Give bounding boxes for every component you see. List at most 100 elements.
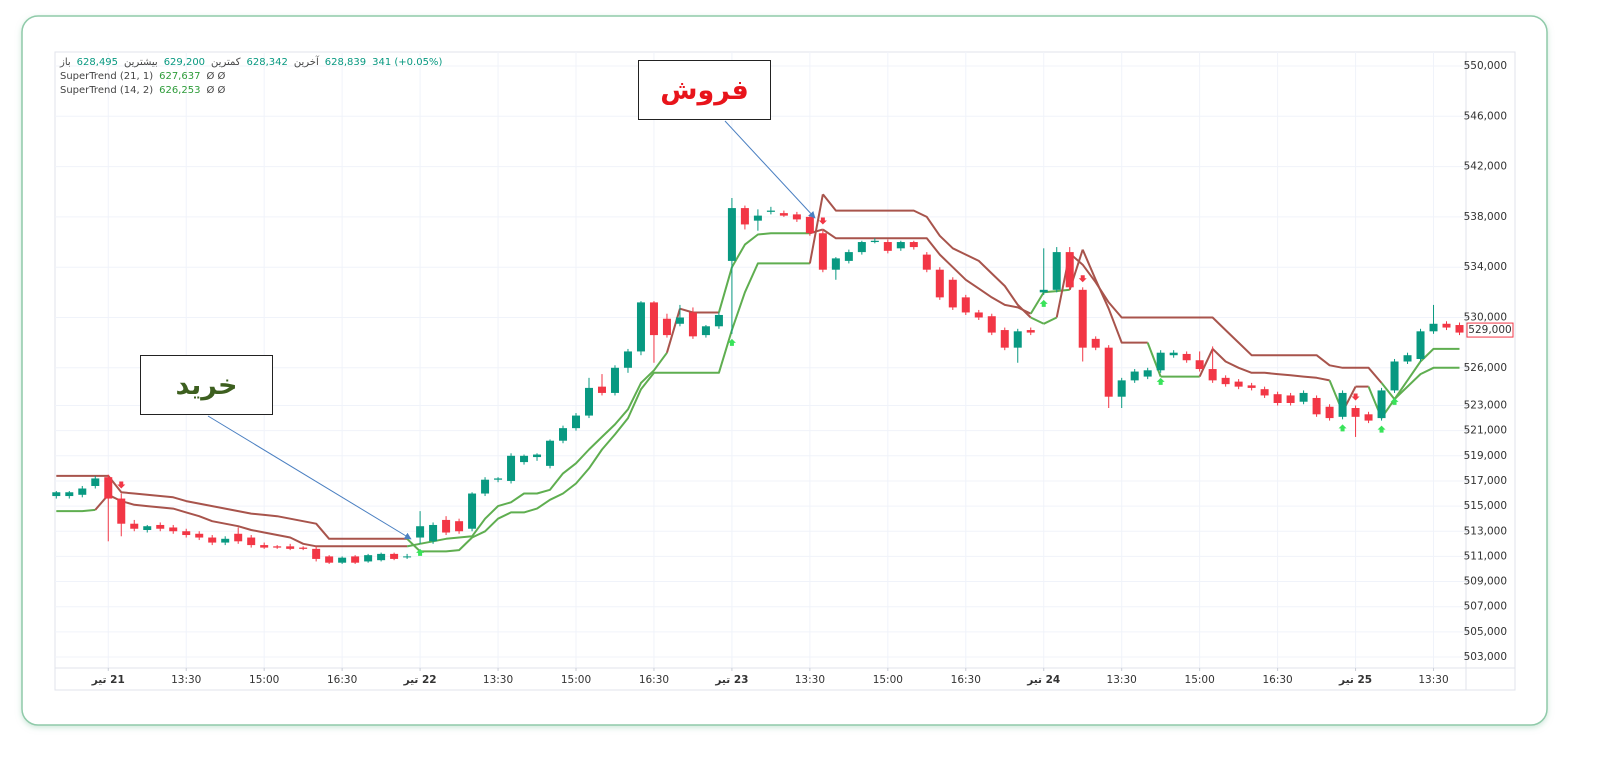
supertrend-flip [1380,382,1396,400]
candle-body [104,477,113,499]
x-tick-label: 24 تیر [1026,674,1060,686]
y-tick-label: 507,000 [1464,601,1507,613]
y-tick-label: 530,000 [1464,311,1507,323]
candle-body [948,279,957,308]
ohlc-label: کمترین [211,57,241,68]
supertrend-line [731,232,810,268]
supertrend-line [822,228,1032,315]
candle-body [987,316,996,333]
candle-body [299,547,308,549]
candle-body [1338,392,1347,417]
candle-body [494,478,503,480]
candle-body [260,545,269,548]
candle-body [468,493,477,529]
candle-body [662,318,671,336]
supertrend-flip [808,194,824,264]
ohlc-header: باز 628,495 بیشترین 629,200 کمترین 628,342 … [60,57,442,68]
indicator-name: SuperTrend (14, 2) [60,85,154,96]
candle-body [1455,325,1464,333]
candle-body [1169,352,1178,356]
candle-body [974,312,983,318]
supertrend-flip [717,266,733,313]
candle-body [559,428,568,441]
ohlc-value: 628,495 [76,57,119,68]
candle-body [792,214,801,220]
candle-body [1065,252,1074,288]
candle-body [740,208,749,225]
candle-body [805,216,814,234]
candle-body [922,254,931,270]
candle-body [1260,389,1269,396]
candle-body [338,557,347,563]
supertrend-line [1069,252,1383,384]
x-tick-label: 15:00 [873,674,903,686]
supertrend-line [1393,366,1460,400]
candle-body [572,415,581,429]
sell-signal [1078,275,1087,283]
candle-body [507,455,516,481]
y-tick-label: 550,000 [1464,60,1507,72]
candle-body [623,351,632,368]
candle-body [169,527,178,532]
candle-body [1182,353,1191,361]
candle-body [1312,397,1321,415]
candle-body [1377,390,1386,419]
candle-body [156,524,165,529]
candle-body [351,556,360,563]
x-tick-label: 15:00 [561,674,591,686]
supertrend-line [1211,348,1330,382]
candle-body [909,242,918,248]
candle-body [961,297,970,313]
indicator-legend[interactable]: SuperTrend (21, 1) 627,637 Ø Ø [60,71,225,82]
indicator-legend[interactable]: SuperTrend (14, 2) 626,253 Ø Ø [60,85,225,96]
buy-annotation: خرید [140,355,273,415]
candle-body [91,478,100,486]
y-tick-label: 505,000 [1464,626,1507,638]
candle-body [870,240,879,243]
ohlc-label: بیشترین [124,57,158,68]
candle-body [78,488,87,495]
candle-body [766,210,775,212]
y-tick-label: 503,000 [1464,651,1507,663]
price-change: 341 (+0.05%) [372,57,443,68]
y-tick-label: 523,000 [1464,400,1507,412]
candle-body [325,556,334,563]
candle-body [597,386,606,393]
candle-body [935,269,944,298]
supertrend-line [56,508,96,513]
candle-body [195,533,204,538]
supertrend-line [107,493,408,548]
candle-body [844,252,853,261]
candle-body [1299,392,1308,402]
candle-body [182,531,191,536]
candle-body [533,454,542,458]
candle-body [65,492,74,497]
supertrend-flip [665,308,681,353]
candle-body [442,519,451,533]
candle-body [364,555,373,562]
candle-body [779,213,788,216]
candle-body [688,312,697,337]
y-tick-label: 546,000 [1464,110,1507,122]
candle-body [1273,394,1282,403]
candle-body [377,553,386,561]
x-tick-label: 16:30 [951,674,981,686]
x-tick-label: 13:30 [171,674,201,686]
y-tick-label: 521,000 [1464,425,1507,437]
y-tick-label: 515,000 [1464,500,1507,512]
buy-signal [1390,397,1399,405]
candle-body [1390,361,1399,391]
candle-body [455,521,464,532]
candle-body [1013,331,1022,348]
candle-body [1221,377,1230,385]
y-tick-label: 513,000 [1464,525,1507,537]
buy-pointer [207,415,412,540]
buy-signal [1156,377,1165,385]
candle-body [1429,323,1438,332]
ohlc-value: 628,342 [246,57,288,68]
x-tick-label: 22 تیر [403,674,437,686]
candle-body [1208,369,1217,381]
candle-body [1195,360,1204,370]
candle-body [649,302,658,336]
buy-signal [416,548,425,556]
